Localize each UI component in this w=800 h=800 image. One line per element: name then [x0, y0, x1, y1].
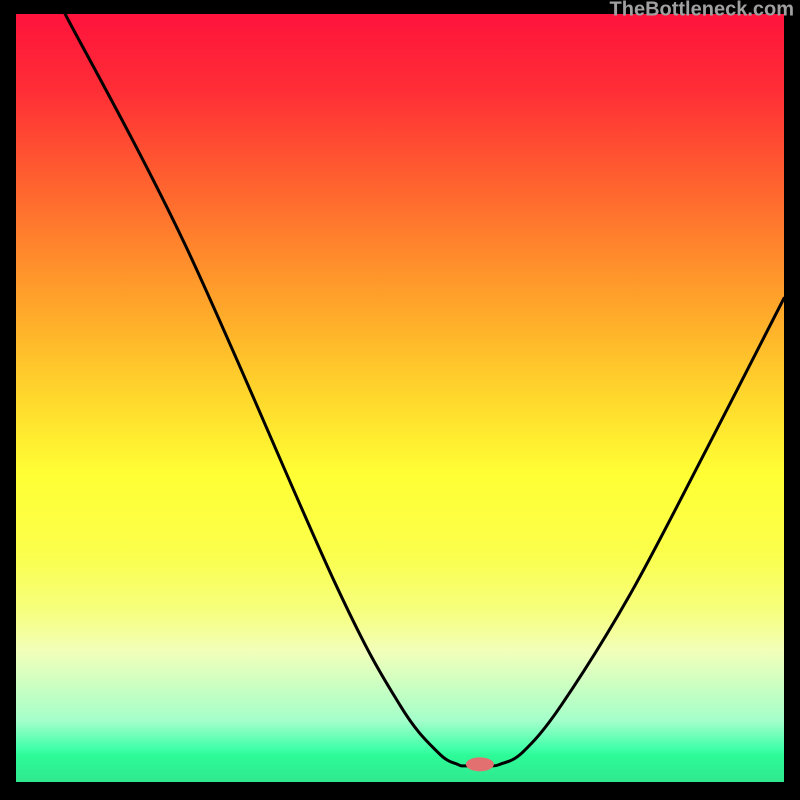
bottleneck-chart: TheBottleneck.com: [0, 0, 800, 800]
attribution-text: TheBottleneck.com: [610, 0, 794, 21]
plot-area: [16, 14, 784, 782]
optimum-marker: [466, 757, 494, 771]
